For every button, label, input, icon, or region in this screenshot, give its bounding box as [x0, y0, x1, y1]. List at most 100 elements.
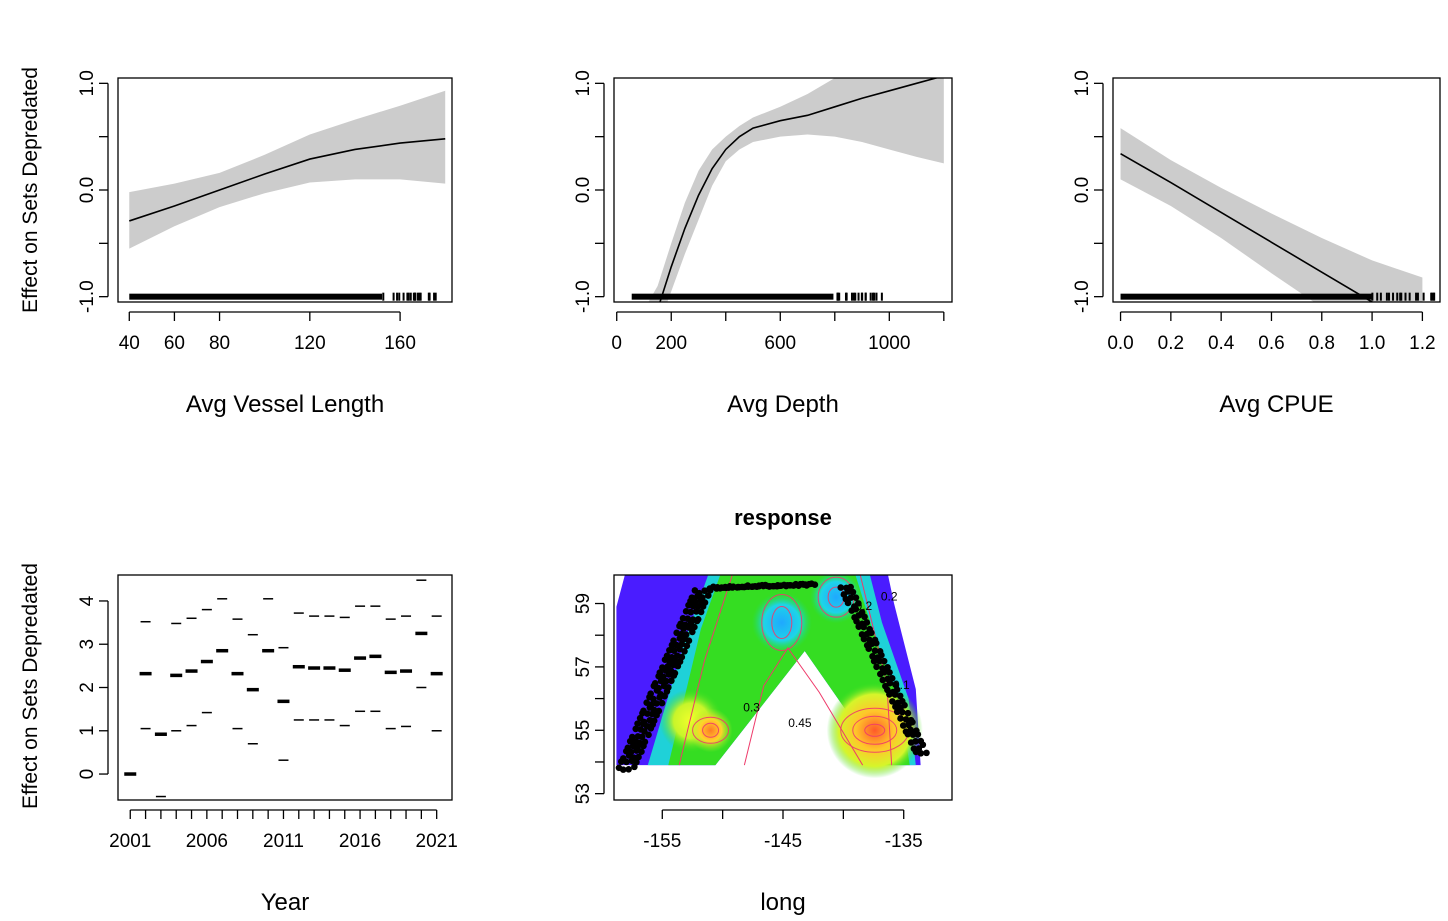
x-tick-label: 0.6: [1258, 333, 1284, 354]
observation-point: [638, 748, 645, 756]
observation-point: [884, 664, 891, 671]
observation-point: [881, 668, 888, 676]
observation-point: [872, 639, 880, 647]
y-tick-label: 1: [77, 725, 98, 736]
x-tick-label: 1000: [868, 333, 910, 354]
smooth-fit-line: [659, 78, 940, 302]
observation-point: [904, 709, 912, 717]
observation-point: [651, 680, 659, 687]
observation-point: [634, 720, 641, 727]
observation-point: [878, 651, 885, 659]
plot-title: response: [734, 505, 832, 530]
observation-point: [888, 675, 896, 682]
x-tick-label: 2006: [186, 831, 228, 852]
rug-marks: [1120, 293, 1373, 300]
observation-point: [694, 602, 702, 610]
observation-point: [683, 642, 691, 650]
observation-point: [671, 669, 679, 677]
map-hotspot: [751, 592, 812, 653]
observation-point: [879, 676, 887, 684]
observation-point: [847, 594, 855, 601]
y-tick-label: 1.0: [77, 70, 98, 96]
contour-line: [761, 594, 803, 652]
y-tick-label: 0.0: [77, 177, 98, 203]
observation-point: [694, 615, 702, 623]
observation-point: [849, 588, 857, 596]
smooth-fit-line: [1120, 153, 1374, 302]
confidence-band: [129, 90, 446, 249]
y-tick-label: 4: [77, 595, 98, 606]
y-tick-label: 3: [77, 639, 98, 650]
observation-point: [692, 608, 700, 615]
observation-point: [623, 758, 630, 766]
contour-line: [702, 722, 720, 738]
x-tick-label: 160: [384, 333, 416, 354]
x-axis-label: Avg Depth: [727, 391, 839, 418]
observation-point: [777, 582, 785, 589]
observation-point: [909, 718, 916, 726]
observation-point: [647, 701, 655, 708]
panel-avg-depth: 0 200 600 1000 -1.0 0.0 1.0 Avg Depth: [573, 70, 953, 418]
observation-point: [873, 663, 880, 671]
panel-avg-vessel-length: 40 60 80 120 160 -1.0 0.0 1.0 Avg Vessel Length: [77, 70, 453, 418]
contour-label: 0.45: [788, 716, 812, 730]
observation-point: [919, 741, 927, 749]
observation-point: [886, 669, 893, 676]
rug-marks: [631, 293, 834, 300]
confidence-band: [648, 78, 944, 302]
observation-point: [645, 731, 652, 739]
x-tick-label: 1.2: [1409, 333, 1435, 354]
observation-point: [917, 749, 925, 757]
contour-line: [852, 715, 898, 745]
observation-point: [687, 608, 695, 616]
observation-point: [729, 583, 737, 590]
observation-point: [670, 647, 678, 655]
map-hotspot: [688, 708, 733, 753]
observation-point: [745, 583, 752, 590]
observation-point: [886, 679, 894, 687]
x-tick-label: 0.0: [1107, 333, 1133, 354]
observation-point: [655, 684, 662, 692]
x-tick-label: -155: [643, 831, 681, 852]
observation-point: [619, 766, 627, 773]
x-tick-label: 80: [209, 333, 230, 354]
observation-point: [914, 731, 922, 738]
observation-point: [860, 623, 867, 631]
x-tick-label: 200: [655, 333, 687, 354]
contour-line: [678, 575, 733, 766]
observation-point: [811, 581, 819, 589]
observation-point: [668, 677, 675, 685]
observation-point: [633, 758, 640, 766]
y-tick-label: 2: [77, 682, 98, 693]
x-tick-label: 0.8: [1309, 333, 1335, 354]
observation-point: [899, 722, 907, 729]
y-tick-label: 59: [573, 593, 594, 614]
x-tick-label: 0.2: [1158, 333, 1184, 354]
plot-frame: [117, 77, 453, 303]
y-tick-label: 0.0: [1072, 177, 1093, 203]
contour-label: 0.2: [881, 589, 898, 603]
x-axis-label: long: [760, 889, 805, 916]
map-surface-high: [668, 575, 910, 766]
observation-point: [701, 587, 708, 595]
y-tick-label: 1.0: [1072, 70, 1093, 96]
rug-marks: [129, 293, 383, 300]
observation-point: [638, 733, 646, 741]
observation-point: [653, 700, 660, 707]
y-tick-label: 0.0: [573, 177, 594, 203]
observation-point: [852, 605, 860, 613]
x-tick-label: 2001: [109, 831, 151, 852]
observation-point: [896, 692, 904, 700]
contour-line: [771, 606, 793, 640]
observation-point: [685, 637, 693, 645]
observation-point: [647, 690, 654, 697]
observation-point: [641, 738, 649, 746]
x-tick-label: 60: [164, 333, 185, 354]
y-tick-label: 57: [573, 656, 594, 677]
x-tick-label: 1.0: [1359, 333, 1385, 354]
plot-frame: [613, 574, 953, 801]
observation-point: [678, 630, 685, 638]
contour-line: [692, 716, 730, 744]
observation-point: [853, 617, 860, 625]
